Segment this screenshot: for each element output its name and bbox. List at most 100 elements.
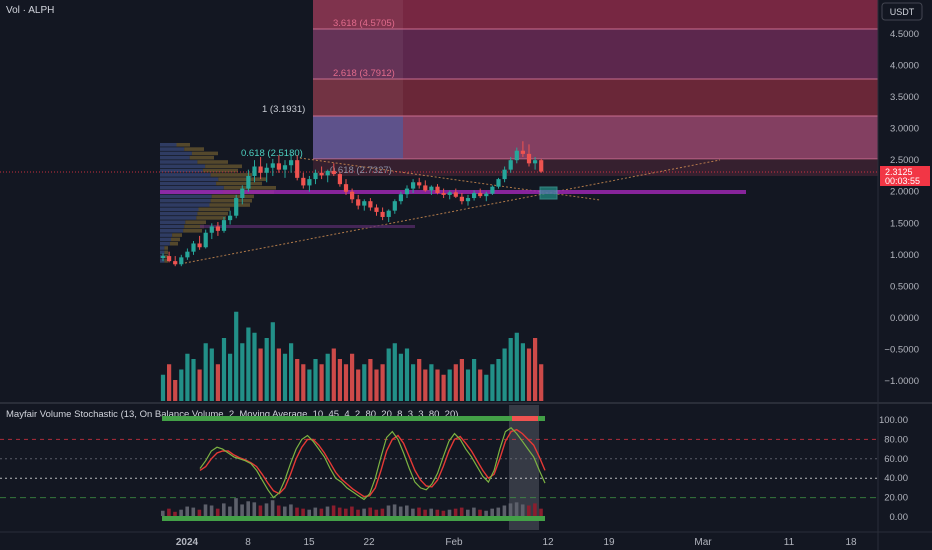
volume-bar (459, 359, 464, 401)
volume-bar (228, 353, 233, 401)
candle-body (386, 210, 391, 217)
osc-tick: 100.00 (879, 415, 908, 426)
candle-body (209, 226, 214, 233)
price-tick: 3.0000 (890, 124, 919, 135)
volume-profile-bar (164, 250, 168, 255)
osc-top-band-red (512, 416, 538, 421)
volume-profile-bar (160, 207, 199, 212)
candle-body (539, 160, 544, 172)
candle-body (459, 196, 464, 202)
osc-histogram-bar (350, 506, 354, 516)
volume-bar (496, 359, 501, 401)
volume-bar (350, 353, 355, 401)
horizontal-level[interactable] (160, 190, 746, 194)
volume-bar (441, 374, 446, 401)
volume-profile-bar (160, 198, 211, 203)
osc-histogram-bar (215, 508, 220, 516)
volume-bar (185, 353, 190, 401)
volume-bar (539, 364, 544, 401)
volume-bar (484, 374, 489, 401)
osc-histogram-bar (179, 509, 183, 516)
volume-profile-bar (209, 203, 250, 207)
trend-lines (0, 157, 878, 264)
volume-profile-bar (160, 250, 165, 255)
candle (264, 163, 269, 183)
candle-body (191, 243, 196, 252)
candle (252, 160, 257, 183)
volume-profile-bar (196, 216, 226, 220)
time-tick: 8 (245, 537, 251, 548)
candle-body (350, 191, 355, 200)
osc-tick: 40.00 (884, 473, 908, 484)
osc-histogram-bar (533, 503, 537, 516)
time-axis-labels[interactable]: 2024 8 15 22 Feb 12 19 Mar 11 18 (176, 537, 857, 548)
candle (435, 184, 440, 195)
osc-histogram-bar (484, 510, 488, 516)
volume-bar (246, 327, 251, 401)
volume-bar (301, 364, 306, 401)
osc-histogram-bar (429, 508, 433, 516)
volume-profile-bar (184, 147, 204, 151)
candle (539, 158, 544, 173)
osc-histogram-bar (380, 508, 385, 516)
osc-bottom-band (162, 516, 545, 521)
volume-profile-bar (210, 198, 252, 203)
osc-histogram-bar (356, 509, 360, 516)
candle-body (167, 256, 172, 262)
volume-bar (343, 364, 349, 401)
candle (362, 199, 367, 211)
osc-histogram-bar (191, 507, 196, 516)
volume-profile-bar (160, 143, 177, 147)
price-scale[interactable]: USDT 4.5000 4.0000 3.5000 3.0000 2.5000 2.000… (877, 0, 930, 550)
volume-profile-bar (160, 155, 190, 160)
price-tick: 0.5000 (890, 281, 919, 292)
candle-body (179, 257, 184, 265)
volume-bar (258, 348, 263, 401)
marker-box[interactable] (539, 186, 558, 200)
volume-profile-bar (160, 220, 186, 224)
osc-histogram-bar (319, 508, 324, 516)
osc-tick: 20.00 (884, 493, 908, 504)
volume-profile-bar (160, 224, 185, 229)
price-tick: 4.0000 (890, 61, 919, 72)
poc-level (200, 225, 415, 228)
candle-body (331, 170, 336, 175)
osc-histogram-bar (325, 506, 330, 516)
osc-histogram-bar (252, 502, 257, 516)
fib-zone-base (313, 159, 878, 176)
candle-body (325, 170, 330, 176)
osc-histogram-bar (490, 508, 494, 516)
volume-bar (160, 374, 166, 401)
fib-labels: 3.618 (4.5705) 2.618 (3.7912) 1 (3.1931)… (241, 18, 395, 176)
candle-body (533, 160, 538, 164)
osc-k-line (199, 427, 546, 501)
candle (392, 199, 397, 214)
candle (240, 185, 245, 205)
volume-profile-bar (164, 254, 168, 259)
price-tick: 1.5000 (890, 218, 919, 229)
candle (246, 169, 251, 192)
candle (173, 256, 178, 267)
volume-bar (423, 369, 428, 401)
indicator-title: Mayfair Volume Stochastic (13, On Balanc… (6, 409, 458, 420)
countdown-timer: 00:03:55 (885, 176, 920, 186)
volume-bar (264, 338, 269, 401)
candle (526, 144, 532, 167)
candle-body (258, 166, 263, 173)
osc-histogram-bar (423, 509, 427, 516)
volume-bar (453, 364, 458, 401)
osc-top-band (162, 416, 545, 421)
candle-body (502, 169, 507, 180)
osc-histogram-bar (264, 503, 269, 516)
osc-histogram-bar (222, 503, 226, 516)
candle-body (484, 193, 489, 197)
volume-profile-bar (160, 164, 206, 169)
currency-button[interactable] (881, 2, 923, 21)
candle-body (160, 256, 166, 258)
candle (191, 240, 196, 255)
fib-zone-blue (313, 116, 403, 159)
osc-d-line (199, 428, 546, 498)
volume-profile-bar (160, 168, 203, 173)
candle-body (215, 226, 220, 231)
